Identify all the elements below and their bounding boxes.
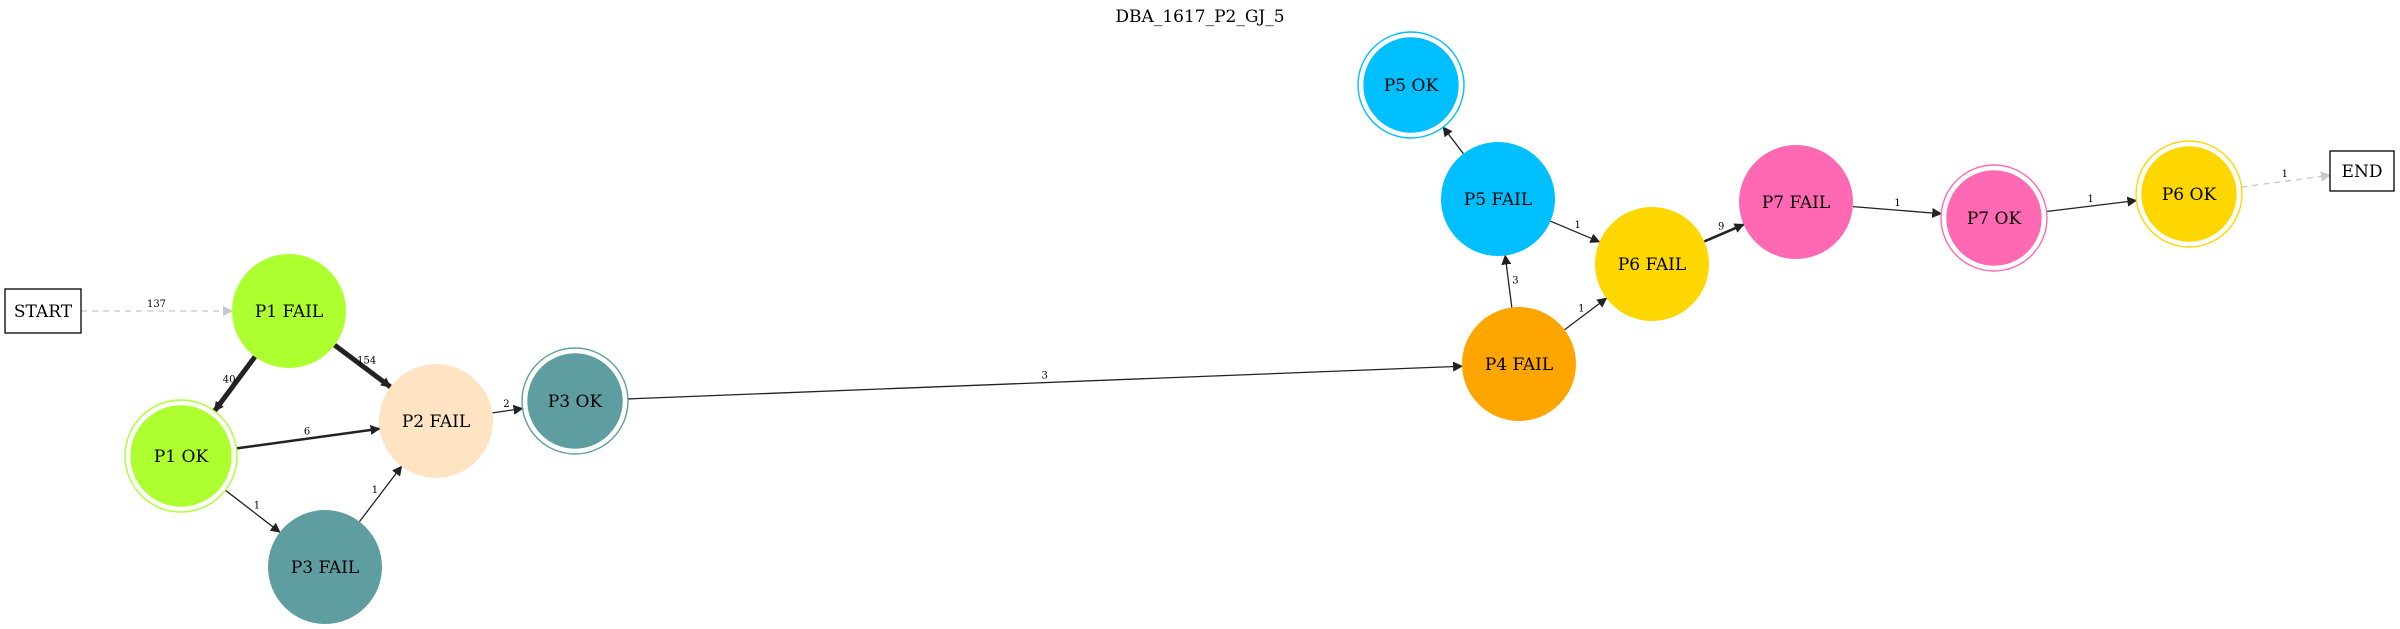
- node-label: P7 FAIL: [1762, 193, 1830, 213]
- edge-start-to-p1fail: 137: [81, 299, 233, 316]
- node-label: P5 OK: [1384, 76, 1439, 96]
- node-label: P4 FAIL: [1485, 355, 1553, 375]
- edge-line: [236, 425, 381, 450]
- edge-count-label: 154: [357, 355, 376, 366]
- node-circle: [2141, 146, 2237, 242]
- node-p6fail: P6 FAIL: [1595, 207, 1709, 321]
- edge-p1fail-to-p2fail: 154: [333, 343, 392, 389]
- edge-line: [212, 355, 257, 413]
- edge-p4fail-to-p6fail: 1: [1564, 297, 1608, 331]
- node-outer-ring: [1357, 31, 1465, 139]
- node-start: START: [4, 288, 82, 334]
- node-label: P1 FAIL: [255, 302, 323, 322]
- node-label: P3 OK: [548, 392, 603, 412]
- node-label: P6 FAIL: [1618, 255, 1686, 275]
- node-outer-ring: [1940, 164, 2048, 272]
- edge-count-label: 6: [304, 427, 310, 438]
- edge-p5fail-to-p6fail: 1: [1550, 220, 1601, 243]
- node-p5fail: P5 FAIL: [1441, 142, 1555, 256]
- node-outer-ring: [124, 399, 238, 513]
- node-end: END: [2329, 150, 2395, 192]
- edge-p5fail-to-p5ok: [1442, 126, 1464, 155]
- edge-p1ok-to-p3fail: 1: [224, 489, 281, 533]
- edge-p7fail-to-p7ok: 1: [1852, 198, 1943, 218]
- node-circle: [1595, 207, 1709, 321]
- edge-count-label: 3: [1042, 371, 1048, 382]
- node-p4fail: P4 FAIL: [1462, 307, 1576, 421]
- edge-count-label: 1: [1894, 198, 1900, 209]
- edge-p6fail-to-p7fail: 9: [1703, 222, 1745, 243]
- edge-line: [2241, 171, 2331, 188]
- node-circle: [1739, 145, 1853, 259]
- edge-p6ok-to-end: 1: [2241, 169, 2331, 188]
- edge-count-label: 1: [1575, 220, 1581, 231]
- node-circle: [1462, 307, 1576, 421]
- edge-p2fail-to-p3ok: 2: [492, 399, 524, 415]
- node-p1fail: P1 FAIL: [232, 254, 346, 368]
- node-circle: [268, 510, 382, 624]
- node-label: P1 OK: [154, 447, 209, 467]
- node-p7ok: P7 OK: [1940, 164, 2048, 272]
- node-p3ok: P3 OK: [521, 347, 629, 455]
- edge-line: [1501, 254, 1513, 308]
- edge-line: [2046, 196, 2138, 213]
- node-p6ok: P6 OK: [2135, 140, 2243, 248]
- edge-line: [224, 489, 281, 533]
- node-p3fail: P3 FAIL: [268, 510, 382, 624]
- edge-count-label: 1: [1578, 303, 1584, 314]
- edge-line: [627, 361, 1464, 400]
- edge-p3ok-to-p4fail: 3: [627, 361, 1464, 400]
- node-label: P7 OK: [1967, 209, 2022, 229]
- edge-count-label: 1: [2282, 169, 2288, 180]
- node-circle: [379, 364, 493, 478]
- edge-line: [333, 343, 392, 389]
- edges-layer: 137 154 40 6 1 1 2 3 3 1 1 9 1 1 1: [81, 126, 2331, 533]
- edge-count-label: 3: [1512, 276, 1518, 287]
- edge-p1ok-to-p2fail: 6: [236, 425, 381, 450]
- node-p7fail: P7 FAIL: [1739, 145, 1853, 259]
- edge-count-label: 137: [147, 299, 166, 310]
- edge-line: [1852, 205, 1943, 218]
- node-box: [2329, 150, 2395, 192]
- node-label: P2 FAIL: [402, 412, 470, 432]
- node-outer-ring: [521, 347, 629, 455]
- edge-line: [1442, 126, 1464, 155]
- node-circle: [130, 405, 232, 507]
- edge-p4fail-to-p5fail: 3: [1501, 254, 1519, 308]
- edge-line: [1564, 297, 1608, 331]
- node-p5ok: P5 OK: [1357, 31, 1465, 139]
- diagram-title: DBA_1617_P2_GJ_5: [1115, 7, 1284, 27]
- edge-count-label: 2: [503, 399, 509, 410]
- node-p1ok: P1 OK: [124, 399, 238, 513]
- edge-line: [492, 404, 524, 415]
- node-p2fail: P2 FAIL: [379, 364, 493, 478]
- edge-p3fail-to-p2fail: 1: [358, 465, 403, 523]
- node-label: START: [14, 302, 73, 322]
- node-circle: [1441, 142, 1555, 256]
- node-circle: [1946, 170, 2042, 266]
- node-label: P3 FAIL: [291, 558, 359, 578]
- node-circle: [1363, 37, 1459, 133]
- node-outer-ring: [2135, 140, 2243, 248]
- node-label: P6 OK: [2162, 185, 2217, 205]
- node-label: P5 FAIL: [1464, 190, 1532, 210]
- node-box: [4, 288, 82, 334]
- edge-count-label: 1: [2087, 194, 2093, 205]
- edge-p1fail-to-p1ok: 40: [212, 355, 257, 413]
- edge-count-label: 1: [372, 485, 378, 496]
- node-label: END: [2342, 162, 2383, 182]
- edge-p7ok-to-p6ok: 1: [2046, 194, 2138, 213]
- nodes-layer: START END P1 FAIL P1 OK P2 FAIL P3 FAIL P3 OK P…: [4, 31, 2395, 624]
- node-circle: [527, 353, 623, 449]
- edge-count-label: 40: [223, 375, 236, 386]
- edge-count-label: 1: [254, 501, 260, 512]
- edge-line: [1703, 223, 1745, 243]
- node-circle: [232, 254, 346, 368]
- edge-count-label: 9: [1718, 222, 1724, 233]
- edge-line: [1550, 220, 1601, 243]
- edge-line: [358, 465, 403, 523]
